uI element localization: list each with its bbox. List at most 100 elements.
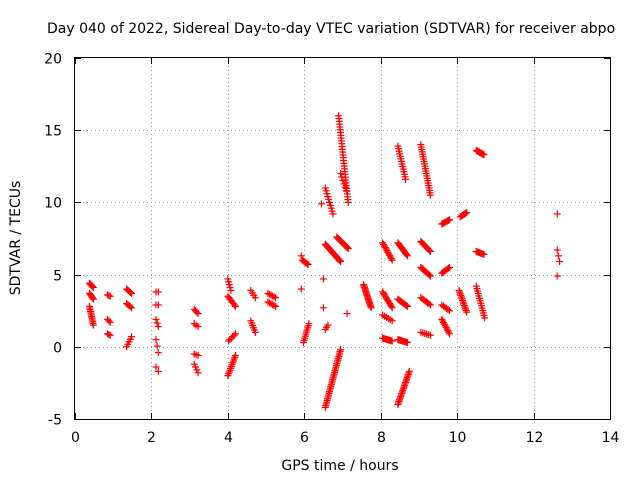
data-point: [481, 314, 489, 322]
axis-ticks: [75, 58, 611, 420]
data-point: [343, 244, 351, 252]
data-point: [153, 319, 161, 327]
x-tick-label: 12: [526, 430, 544, 446]
data-point: [230, 301, 238, 309]
data-point: [194, 369, 202, 377]
data-point: [297, 285, 305, 293]
data-point: [319, 304, 327, 312]
data-point: [438, 315, 446, 323]
data-point: [462, 209, 470, 217]
data-point: [403, 251, 411, 259]
data-point: [267, 291, 275, 299]
y-tick-label: 5: [53, 269, 62, 285]
data-point: [303, 260, 311, 268]
data-point: [152, 315, 160, 323]
data-point: [270, 293, 278, 301]
data-point: [556, 258, 564, 266]
x-axis-label: GPS time / hours: [281, 458, 398, 474]
x-tick-label: 10: [449, 430, 467, 446]
y-tick-label: 10: [44, 196, 62, 212]
data-point: [446, 307, 453, 315]
data-point: [227, 286, 235, 294]
x-tick-label: 0: [71, 430, 80, 446]
data-point: [480, 151, 488, 159]
data-point: [193, 308, 201, 316]
data-point: [388, 256, 396, 264]
data-point: [89, 321, 97, 329]
data-point: [426, 331, 434, 339]
data-point: [426, 301, 434, 309]
data-point: [105, 317, 113, 325]
data-point: [337, 346, 345, 354]
data-point: [426, 191, 434, 199]
data-point: [154, 288, 162, 296]
data-point: [463, 209, 471, 217]
data-point: [388, 317, 396, 325]
data-point: [154, 323, 162, 331]
data-point: [266, 290, 274, 298]
data-point: [367, 304, 375, 312]
data-point: [480, 250, 488, 258]
data-point: [152, 336, 160, 344]
data-point: [439, 317, 447, 325]
x-tick-label: 6: [300, 430, 309, 446]
grid-lines: [75, 58, 610, 419]
data-point: [269, 301, 277, 309]
data-point: [335, 256, 343, 264]
data-point: [342, 187, 350, 195]
data-point: [154, 367, 162, 375]
data-point: [154, 301, 162, 309]
data-point: [230, 331, 238, 339]
data-point: [403, 338, 411, 346]
data-point: [232, 330, 239, 338]
data-point: [426, 272, 434, 280]
data-point: [194, 310, 202, 318]
data-point: [106, 331, 114, 339]
data-points: [86, 112, 564, 411]
x-tick-labels: 0 2 4 6 8 10 12 14: [71, 430, 619, 446]
data-point: [337, 170, 345, 178]
y-axis-label: SDTVAR / TECUs: [8, 181, 24, 296]
data-point: [340, 180, 348, 188]
data-point: [440, 320, 448, 328]
data-point: [442, 323, 450, 331]
y-tick-label: 20: [44, 52, 62, 68]
data-point: [152, 363, 160, 371]
data-point: [270, 302, 278, 310]
chart-title: Day 040 of 2022, Sidereal Day-to-day VTE…: [47, 21, 615, 37]
data-point: [319, 275, 327, 283]
data-point: [446, 330, 453, 338]
data-point: [344, 198, 352, 206]
data-point: [272, 294, 280, 302]
data-point: [126, 303, 134, 311]
data-point: [402, 302, 410, 310]
data-point: [444, 306, 452, 314]
data-point: [127, 289, 135, 297]
data-point: [402, 175, 410, 183]
data-point: [446, 263, 453, 271]
data-point: [105, 292, 113, 300]
data-point: [343, 310, 351, 318]
data-point: [339, 176, 347, 184]
x-tick-label: 4: [224, 430, 233, 446]
data-point: [264, 298, 272, 306]
data-point: [425, 271, 433, 279]
data-point: [269, 292, 277, 300]
y-tick-labels: -5 0 5 10 15 20: [44, 52, 62, 429]
data-point: [324, 321, 332, 329]
data-point: [446, 216, 453, 224]
data-point: [554, 252, 562, 260]
data-point: [388, 337, 396, 345]
data-point: [267, 300, 275, 308]
data-point: [297, 252, 305, 260]
data-point: [344, 245, 352, 253]
data-point: [304, 260, 312, 268]
data-point: [153, 342, 161, 350]
data-point: [443, 325, 451, 333]
x-tick-label: 2: [147, 430, 156, 446]
y-tick-label: 0: [53, 341, 62, 357]
data-point: [89, 284, 97, 292]
data-point: [89, 295, 97, 303]
data-point: [266, 299, 274, 307]
